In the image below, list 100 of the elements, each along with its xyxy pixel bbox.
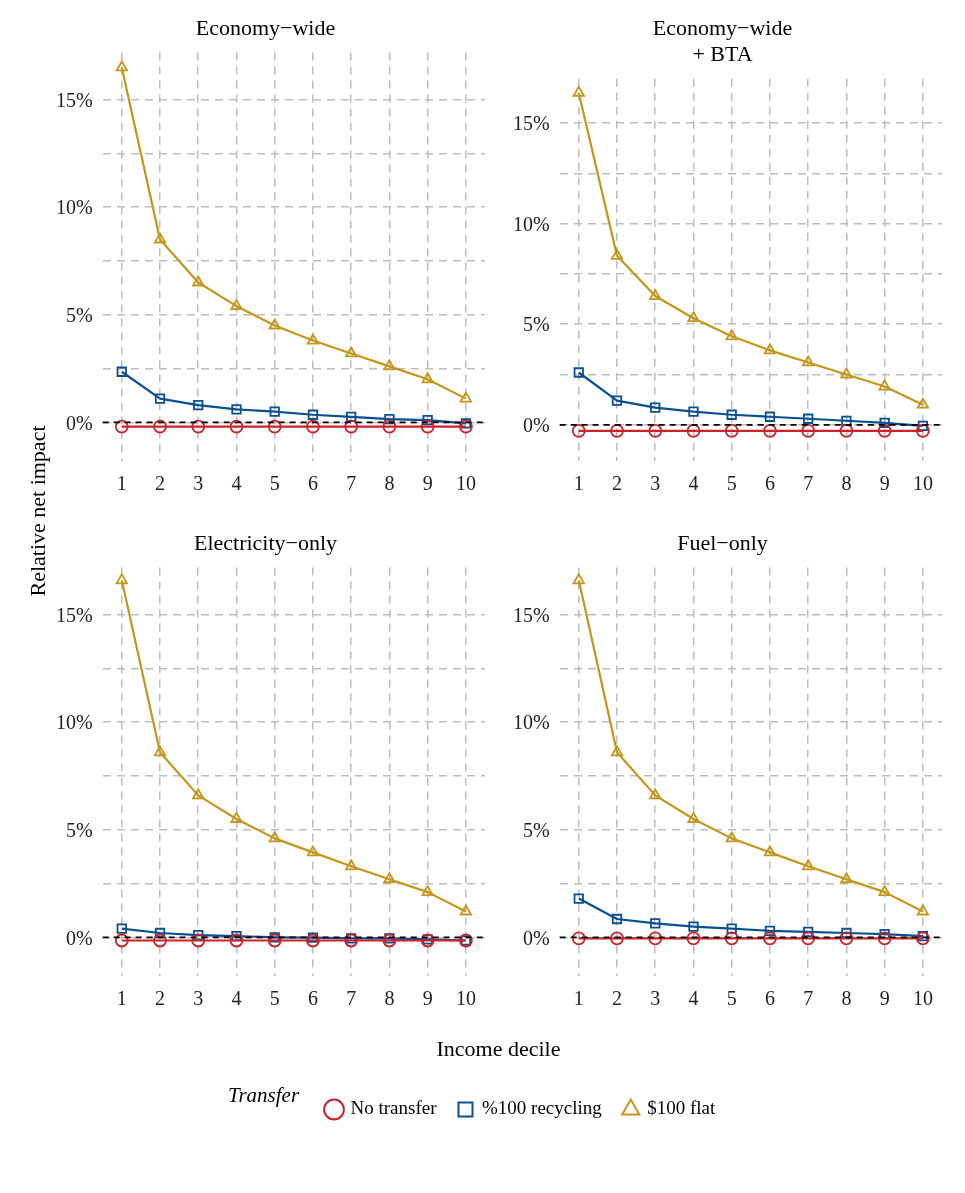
point bbox=[114, 933, 129, 948]
point bbox=[269, 406, 280, 417]
point bbox=[724, 423, 739, 438]
point bbox=[802, 859, 815, 871]
point bbox=[841, 927, 852, 939]
point bbox=[649, 788, 662, 800]
point bbox=[230, 812, 243, 823]
chart-title: Fuel−only bbox=[677, 529, 768, 555]
point bbox=[917, 420, 929, 431]
point bbox=[611, 395, 623, 406]
x-tick-label: 3 bbox=[193, 472, 204, 495]
point bbox=[306, 419, 320, 434]
x-tick-label: 2 bbox=[612, 472, 623, 495]
x-tick-label: 6 bbox=[307, 987, 318, 1010]
y-tick-label: 15% bbox=[55, 603, 93, 626]
x-tick-label: 8 bbox=[384, 472, 395, 495]
point bbox=[153, 419, 167, 434]
x-tick-label: 3 bbox=[193, 987, 204, 1010]
point bbox=[686, 423, 701, 438]
x-tick-label: 9 bbox=[422, 472, 433, 495]
point bbox=[763, 343, 777, 355]
point bbox=[802, 355, 815, 367]
legend-label: No transfer bbox=[350, 1097, 438, 1119]
point bbox=[153, 232, 167, 244]
point bbox=[917, 931, 929, 942]
x-axis-title: Income decile bbox=[435, 1036, 562, 1062]
point bbox=[421, 885, 434, 897]
point bbox=[306, 333, 320, 345]
point bbox=[839, 931, 854, 946]
x-tick-label: 1 bbox=[116, 472, 127, 495]
point bbox=[610, 248, 624, 260]
point bbox=[687, 311, 700, 323]
point bbox=[153, 933, 167, 948]
chart-title: Economy−wide bbox=[195, 14, 336, 40]
point bbox=[267, 933, 282, 948]
point bbox=[115, 573, 128, 585]
point bbox=[306, 845, 320, 857]
point bbox=[191, 933, 206, 948]
point bbox=[915, 931, 930, 946]
point bbox=[879, 417, 890, 428]
point bbox=[267, 419, 282, 434]
point bbox=[801, 931, 816, 946]
point bbox=[724, 931, 739, 946]
x-tick-label: 10 bbox=[455, 987, 476, 1010]
point bbox=[192, 788, 205, 800]
point bbox=[840, 872, 853, 884]
chart-title: Electricity−only bbox=[193, 529, 338, 555]
point bbox=[382, 419, 397, 434]
point bbox=[573, 367, 584, 378]
point bbox=[611, 913, 623, 925]
x-tick-label: 5 bbox=[726, 987, 737, 1010]
x-tick-label: 8 bbox=[841, 987, 852, 1010]
point bbox=[878, 885, 891, 897]
x-tick-label: 4 bbox=[688, 472, 699, 495]
point bbox=[231, 404, 242, 415]
point bbox=[877, 931, 892, 946]
x-tick-label: 10 bbox=[912, 472, 933, 495]
point bbox=[763, 931, 777, 946]
point bbox=[650, 402, 661, 413]
point bbox=[572, 85, 585, 97]
y-tick-label: 15% bbox=[55, 88, 93, 111]
y-tick-label: 0% bbox=[65, 411, 93, 434]
x-tick-label: 9 bbox=[879, 987, 890, 1010]
point bbox=[764, 411, 776, 422]
point bbox=[382, 933, 397, 948]
point bbox=[649, 289, 662, 300]
y-tick-label: 15% bbox=[512, 112, 550, 135]
x-tick-label: 4 bbox=[688, 987, 699, 1010]
x-tick-label: 6 bbox=[307, 472, 318, 495]
x-tick-label: 1 bbox=[573, 472, 584, 495]
point bbox=[803, 926, 814, 938]
point bbox=[191, 419, 206, 434]
y-tick-label: 0% bbox=[522, 414, 550, 437]
point bbox=[726, 409, 737, 420]
y-tick-label: 5% bbox=[65, 304, 93, 327]
x-tick-label: 4 bbox=[231, 472, 242, 495]
x-tick-label: 1 bbox=[116, 987, 127, 1010]
point bbox=[688, 406, 699, 417]
point bbox=[114, 419, 129, 434]
point bbox=[460, 418, 472, 429]
point bbox=[345, 346, 358, 358]
point bbox=[725, 329, 738, 341]
x-tick-label: 10 bbox=[912, 987, 933, 1010]
point bbox=[307, 409, 319, 420]
x-tick-label: 4 bbox=[231, 987, 242, 1010]
x-tick-label: 2 bbox=[155, 472, 166, 495]
x-tick-label: 9 bbox=[879, 472, 890, 495]
point bbox=[763, 845, 777, 857]
x-tick-label: 5 bbox=[269, 472, 280, 495]
point bbox=[344, 419, 359, 434]
point bbox=[383, 872, 396, 884]
point bbox=[648, 423, 663, 438]
x-tick-label: 3 bbox=[650, 987, 661, 1010]
point bbox=[154, 393, 166, 404]
y-tick-label: 15% bbox=[512, 603, 550, 626]
point bbox=[841, 415, 852, 426]
x-tick-label: 9 bbox=[422, 987, 433, 1010]
x-tick-label: 7 bbox=[346, 987, 357, 1010]
point bbox=[192, 275, 205, 287]
x-tick-label: 5 bbox=[726, 472, 737, 495]
